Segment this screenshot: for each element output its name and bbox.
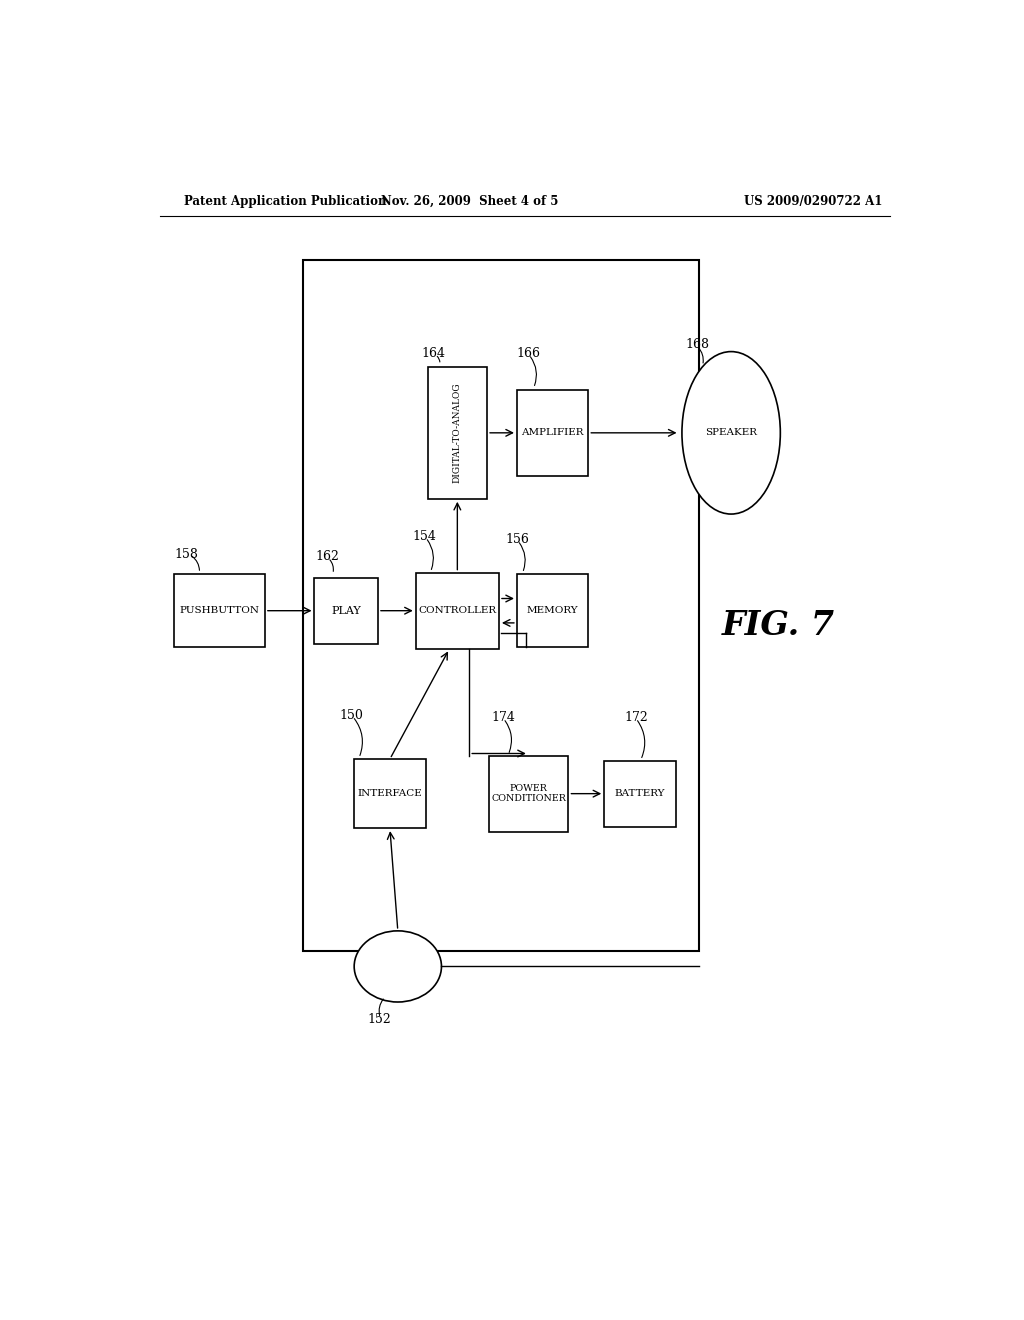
Text: 152: 152 <box>368 1012 391 1026</box>
Bar <box>416 573 499 649</box>
Text: Patent Application Publication: Patent Application Publication <box>183 194 386 207</box>
Text: 156: 156 <box>505 533 528 546</box>
Text: MEMORY: MEMORY <box>526 606 579 615</box>
Text: BATTERY: BATTERY <box>614 789 666 799</box>
Text: 154: 154 <box>412 531 436 543</box>
Text: FIG. 7: FIG. 7 <box>722 610 836 643</box>
Text: US 2009/0290722 A1: US 2009/0290722 A1 <box>743 194 882 207</box>
Bar <box>174 574 265 647</box>
Text: PUSHBUTTON: PUSHBUTTON <box>179 606 259 615</box>
Text: 166: 166 <box>517 347 541 360</box>
Ellipse shape <box>354 931 441 1002</box>
Text: CONTROLLER: CONTROLLER <box>418 606 497 615</box>
Bar <box>517 574 588 647</box>
Text: SPEAKER: SPEAKER <box>706 428 757 437</box>
Text: DIGITAL-TO-ANALOG: DIGITAL-TO-ANALOG <box>453 383 462 483</box>
Bar <box>303 260 699 952</box>
Text: 150: 150 <box>340 709 364 722</box>
Bar <box>354 759 426 828</box>
Bar <box>604 760 676 826</box>
Bar <box>428 367 487 499</box>
Text: 172: 172 <box>624 711 648 723</box>
Text: 162: 162 <box>315 550 339 564</box>
Ellipse shape <box>682 351 780 513</box>
Bar <box>489 755 568 832</box>
Text: INTERFACE: INTERFACE <box>357 789 422 799</box>
Text: PLAY: PLAY <box>332 606 361 615</box>
Text: POWER
CONDITIONER: POWER CONDITIONER <box>492 784 566 804</box>
Text: 158: 158 <box>174 548 198 561</box>
Bar <box>314 578 378 644</box>
Text: 168: 168 <box>685 338 709 351</box>
Text: 164: 164 <box>422 347 445 360</box>
Text: 174: 174 <box>492 711 515 723</box>
Bar <box>517 389 588 477</box>
Text: AMPLIFIER: AMPLIFIER <box>521 428 584 437</box>
Text: Nov. 26, 2009  Sheet 4 of 5: Nov. 26, 2009 Sheet 4 of 5 <box>381 194 558 207</box>
